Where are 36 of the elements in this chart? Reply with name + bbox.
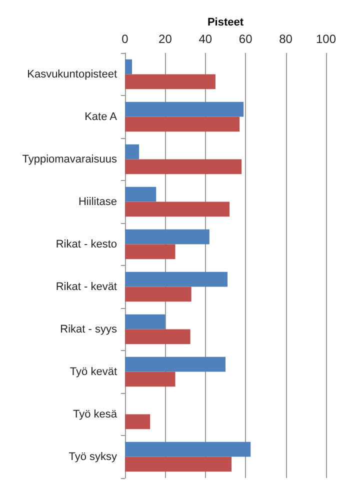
- x-tick-label: 40: [198, 32, 212, 46]
- bar: [125, 202, 230, 217]
- bar: [125, 59, 132, 74]
- bar: [125, 456, 232, 472]
- bar: [125, 414, 150, 430]
- bar: [125, 74, 216, 90]
- y-tick-label: Työ kevät: [70, 366, 117, 378]
- bar: [125, 144, 140, 160]
- bar: [125, 186, 156, 202]
- x-tick-label: 80: [279, 32, 293, 46]
- y-tick-label: Kate A: [84, 110, 118, 123]
- x-tick-label: 0: [122, 32, 129, 46]
- bar: [125, 372, 176, 387]
- y-tick-label: Typpiomavaraisuus: [22, 153, 118, 166]
- bar: [125, 442, 251, 457]
- x-axis-title: Pisteet: [207, 16, 244, 29]
- y-tick-label: Työ kesä: [72, 408, 118, 420]
- y-tick-label: Työ syksy: [68, 450, 118, 463]
- bar: [125, 286, 192, 302]
- y-tick-label: Kasvukuntopisteet: [27, 68, 117, 80]
- y-tick-label: Rikat - kesto: [56, 238, 117, 250]
- x-tick-label: 20: [158, 32, 172, 46]
- bar: [125, 314, 166, 330]
- x-tick-label: 100: [316, 32, 336, 46]
- bar: [125, 229, 210, 244]
- bar: [125, 329, 190, 344]
- bar: [125, 244, 176, 260]
- bar: [125, 102, 244, 117]
- bar: [125, 356, 226, 372]
- bar: [125, 272, 228, 287]
- x-tick-label: 60: [238, 32, 253, 46]
- bar: [125, 116, 240, 132]
- y-tick-label: Rikat - kevät: [56, 280, 117, 293]
- y-tick-label: Rikat - syys: [60, 323, 118, 336]
- y-tick-label: Hiilitase: [78, 196, 117, 208]
- bar: [125, 159, 242, 174]
